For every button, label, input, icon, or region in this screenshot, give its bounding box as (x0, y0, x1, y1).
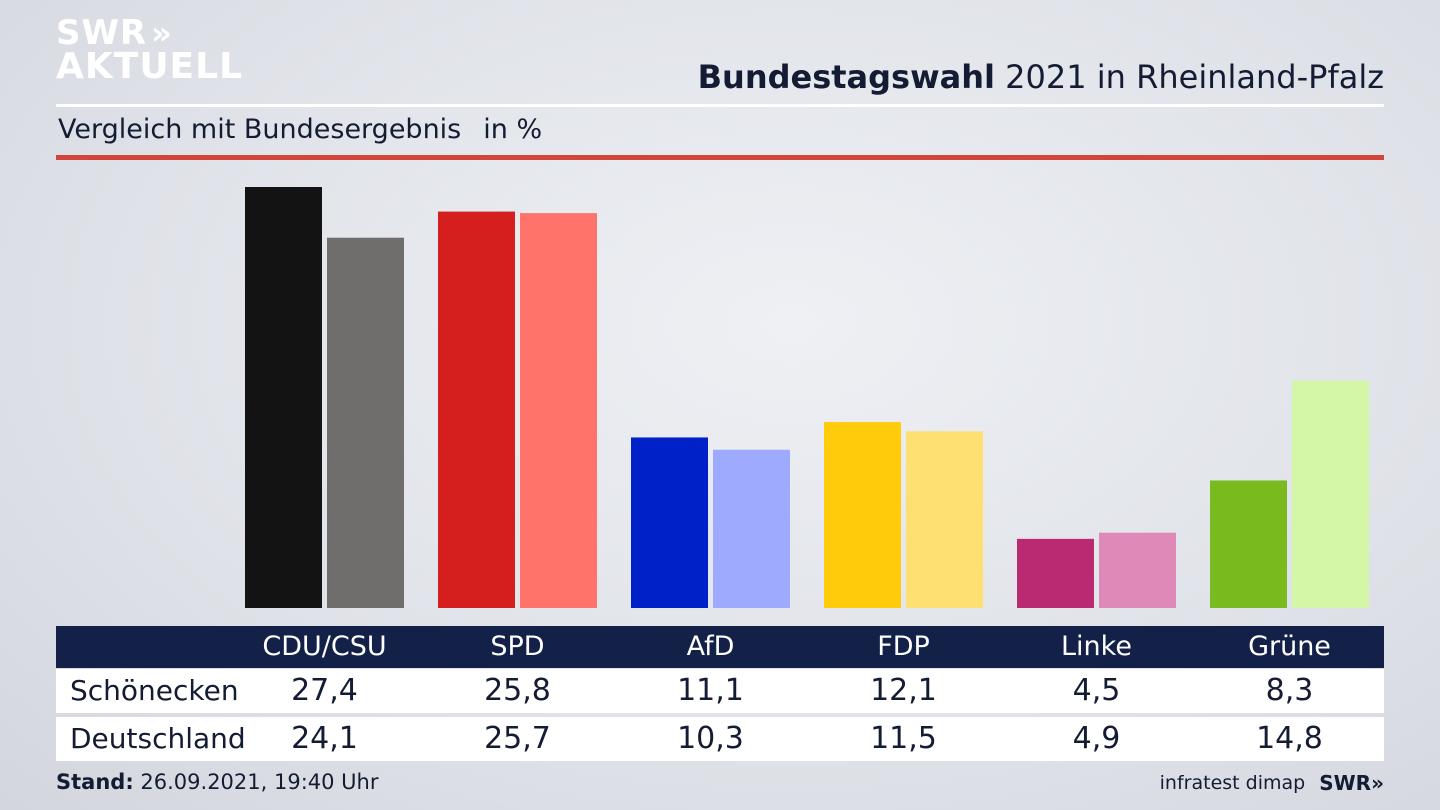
table-value-cell: 8,3 (1265, 673, 1314, 708)
table-value-cell: 14,8 (1256, 721, 1323, 756)
bar-fdp-schoenecken (824, 422, 901, 608)
bar-spd-deutschland (520, 213, 597, 609)
row-label: Deutschland (70, 722, 246, 755)
chart-title-bold: Bundestagswahl (697, 58, 995, 96)
logo-aktuell-text: AKTUELL (56, 46, 244, 87)
table-header-cell: Grüne (1248, 631, 1331, 662)
bar-cdu-csu-schoenecken (245, 187, 322, 608)
table-header-cell: Linke (1061, 631, 1132, 662)
double-chevron-right-icon: » (1371, 771, 1384, 795)
table-value-cell: 10,3 (677, 721, 744, 756)
bar-gr-ne-deutschland (1292, 380, 1369, 608)
table-value-cell: 11,5 (870, 721, 937, 756)
table-value-cell: 25,7 (484, 721, 551, 756)
swr-brand: SWR» (1319, 771, 1384, 795)
table-value-cell: 4,9 (1072, 721, 1121, 756)
stand-label: Stand: (56, 770, 134, 794)
table-value-cell: 25,8 (484, 673, 551, 708)
table-value-cell: 27,4 (291, 673, 358, 708)
row-label: Schönecken (70, 674, 239, 707)
double-chevron-right-icon: » (151, 14, 173, 52)
swr-brand-text: SWR (1319, 771, 1372, 795)
header-divider (56, 104, 1384, 107)
table-header-cell: FDP (877, 631, 930, 662)
stand-value: 26.09.2021, 19:40 Uhr (133, 770, 379, 794)
logo-swr-text: SWR (56, 13, 148, 53)
swr-aktuell-logo: SWR» AKTUELL (56, 13, 244, 87)
table-header-cell: SPD (490, 631, 545, 662)
stand-info: Stand: 26.09.2021, 19:40 Uhr (56, 770, 379, 794)
subtitle-text: Vergleich mit Bundesergebnis (58, 114, 462, 145)
table-value-cell: 24,1 (291, 721, 358, 756)
bar-afd-deutschland (713, 449, 790, 608)
bar-spd-schoenecken (438, 211, 515, 609)
table-header-cell: AfD (686, 631, 735, 662)
table-header-cell: CDU/CSU (262, 631, 387, 662)
bar-linke-deutschland (1099, 532, 1176, 608)
unit-label: in % (483, 114, 543, 145)
chart-subtitle: Vergleich mit Bundesergebnis in % (58, 114, 542, 145)
table-row-deutschland: Deutschland 24,1 25,7 10,3 11,5 4,9 14,8 (56, 717, 1384, 761)
chart-title-rest: 2021 in Rheinland-Pfalz (995, 58, 1384, 96)
table-row-schoenecken: Schönecken 27,4 25,8 11,1 12,1 4,5 8,3 (56, 669, 1384, 713)
bar-cdu-csu-deutschland (327, 237, 404, 608)
bar-afd-schoenecken (631, 437, 708, 608)
table-value-cell: 4,5 (1072, 673, 1121, 708)
bar-fdp-deutschland (906, 431, 983, 608)
chart-title: Bundestagswahl 2021 in Rheinland-Pfalz (698, 58, 1384, 96)
table-header-row: CDU/CSU SPD AfD FDP Linke Grüne (56, 626, 1384, 668)
bar-gr-ne-schoenecken (1210, 480, 1287, 608)
table-value-cell: 11,1 (677, 673, 744, 708)
bar-linke-schoenecken (1017, 538, 1094, 608)
source-label: infratest dimap (1159, 772, 1306, 794)
source-info: infratest dimap SWR» (1160, 771, 1384, 795)
bar-chart (245, 187, 1369, 609)
table-value-cell: 12,1 (870, 673, 937, 708)
subtitle-divider (56, 155, 1384, 160)
